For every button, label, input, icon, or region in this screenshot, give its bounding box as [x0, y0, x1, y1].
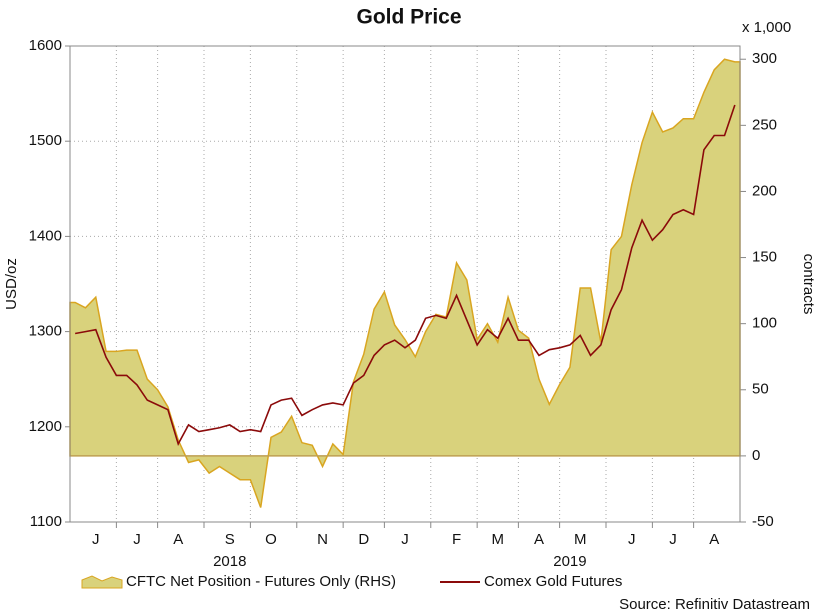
- year-label: 2019: [553, 553, 586, 570]
- x-tick-label: J: [92, 531, 100, 548]
- plot-frame: [69, 45, 741, 523]
- y-axis-label: USD/oz: [3, 258, 20, 310]
- y-tick-label: 1400: [29, 227, 62, 244]
- x-tick-label: A: [534, 531, 544, 548]
- x-tick-label: O: [265, 531, 277, 548]
- x-tick-label: S: [225, 531, 235, 548]
- x-tick-label: J: [628, 531, 636, 548]
- y-tick-label: 1600: [29, 37, 62, 54]
- y2-tick-label: 150: [752, 249, 777, 266]
- y2-unit: x 1,000: [742, 19, 791, 36]
- y-tick-label: 1100: [30, 513, 62, 530]
- y-tick-label: 1200: [29, 418, 62, 435]
- x-tick-label: F: [452, 531, 461, 548]
- x-tick-label: A: [173, 531, 183, 548]
- legend-label: CFTC Net Position - Futures Only (RHS): [126, 573, 396, 590]
- legend-swatch: [81, 575, 123, 589]
- x-tick-label: M: [574, 531, 587, 548]
- x-tick-label: J: [669, 531, 677, 548]
- y2-tick-label: 100: [752, 315, 777, 332]
- chart-title: Gold Price: [356, 6, 461, 29]
- x-tick-label: N: [317, 531, 328, 548]
- y2-tick-label: 200: [752, 182, 777, 199]
- year-label: 2018: [213, 553, 246, 570]
- y2-tick-label: 250: [752, 116, 777, 133]
- y2-tick-label: -50: [752, 513, 774, 530]
- y2-axis-label: contracts: [800, 254, 817, 315]
- y2-tick-label: 300: [752, 50, 777, 67]
- x-tick-label: J: [401, 531, 409, 548]
- y2-tick-label: 0: [752, 447, 760, 464]
- net-position-area: [69, 58, 741, 508]
- y2-tick-label: 50: [752, 381, 769, 398]
- x-tick-label: D: [358, 531, 369, 548]
- source-note: Source: Refinitiv Datastream: [619, 596, 810, 613]
- x-tick-label: M: [492, 531, 505, 548]
- price-line: [75, 104, 736, 447]
- y-tick-label: 1300: [29, 323, 62, 340]
- x-tick-label: A: [709, 531, 719, 548]
- x-tick-label: J: [133, 531, 141, 548]
- y-tick-label: 1500: [29, 132, 62, 149]
- legend-label: Comex Gold Futures: [484, 573, 622, 590]
